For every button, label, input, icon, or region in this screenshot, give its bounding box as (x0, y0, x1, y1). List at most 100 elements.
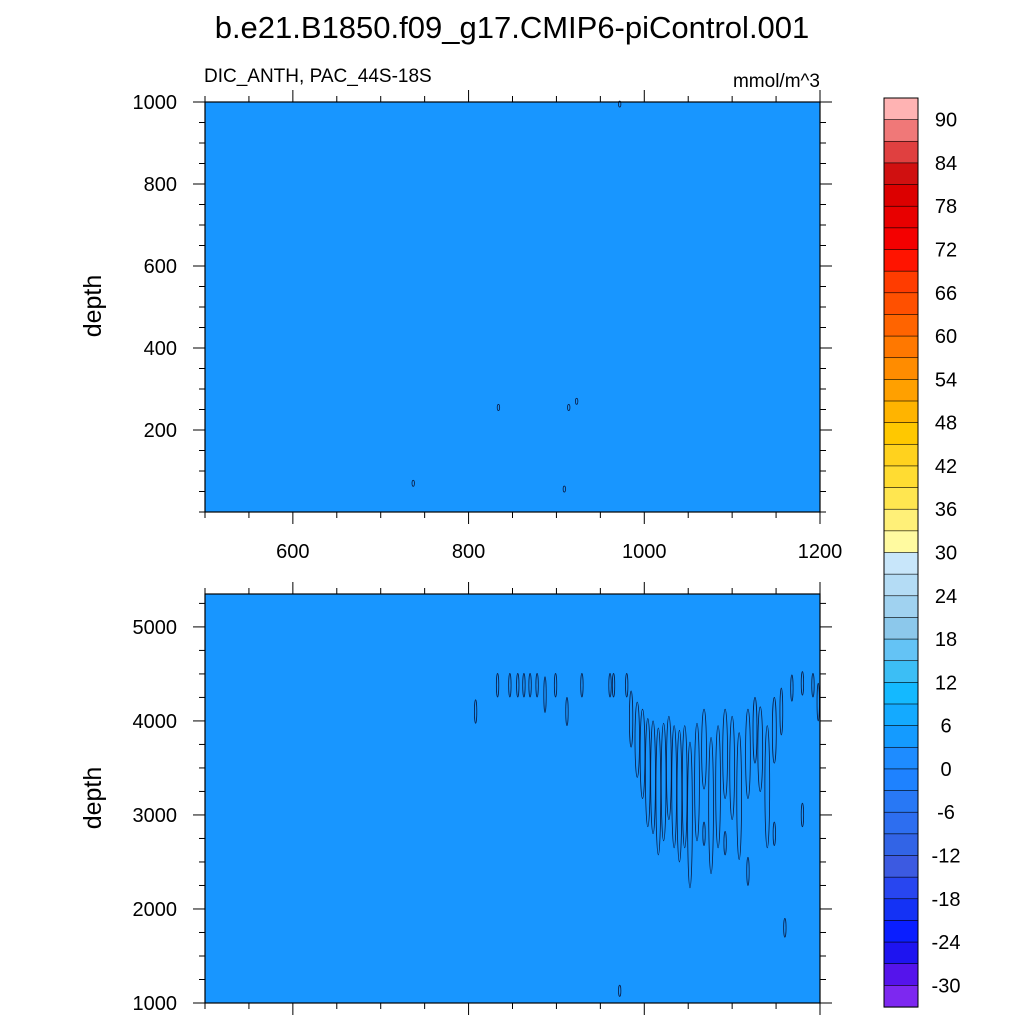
top-panel-right-label: mmol/m^3 (733, 71, 820, 92)
colorbar-label: -6 (937, 802, 955, 824)
colorbar-swatch (883, 292, 919, 316)
colorbar-label: 48 (935, 413, 957, 435)
colorbar-swatch (883, 97, 919, 121)
colorbar-swatch (883, 746, 919, 770)
bottom-y-tick-label: 2000 (133, 899, 178, 921)
bottom-contour-line (771, 697, 777, 764)
colorbar-swatch (883, 768, 919, 792)
colorbar-label: 18 (935, 629, 957, 651)
colorbar-label: -12 (932, 846, 961, 868)
top-x-tick-label: 1200 (798, 541, 843, 563)
top-contour-fill (205, 102, 820, 512)
top-contour-line (411, 479, 415, 487)
bottom-contour-line (618, 984, 622, 997)
bottom-contour-line (495, 673, 500, 698)
colorbar-swatch (883, 855, 919, 878)
colorbar-swatch (883, 790, 919, 813)
bottom-contour-line (671, 725, 677, 849)
top-x-tick-label: 1000 (622, 541, 667, 563)
colorbar-swatch (883, 335, 919, 359)
colorbar-swatch (883, 379, 919, 402)
bottom-contour-line (779, 687, 784, 736)
colorbar-label: 0 (940, 759, 951, 781)
top-contour-line (618, 100, 622, 108)
bottom-contour-line (722, 708, 728, 799)
colorbar-swatch (883, 811, 919, 835)
colorbar-swatch (883, 985, 919, 1008)
top-y-tick-label: 800 (144, 174, 177, 196)
colorbar-swatch (883, 227, 919, 251)
bottom-contour-line (660, 722, 667, 842)
colorbar-swatch (883, 963, 919, 986)
bottom-contour-line (508, 673, 512, 698)
bottom-contour-line (650, 720, 656, 835)
bottom-contour-line (783, 917, 787, 938)
colorbar-swatch (883, 682, 919, 705)
bottom-contour-line (543, 676, 547, 713)
bottom-contour-line (800, 671, 805, 696)
colorbar-label: 60 (935, 326, 957, 348)
colorbar-frame (883, 97, 919, 1008)
colorbar-swatch (883, 400, 919, 424)
colorbar-swatch (883, 876, 919, 900)
bottom-contour-line (625, 673, 629, 698)
colorbar-swatch (883, 660, 919, 683)
bottom-contour-line (772, 821, 776, 846)
colorbar-label: 36 (935, 499, 957, 521)
colorbar-swatch (883, 530, 919, 554)
colorbar-swatch (883, 508, 919, 532)
bottom-contour-line (687, 741, 693, 889)
top-contour-line (575, 397, 579, 405)
colorbar-label: 12 (935, 672, 957, 694)
top-panel-y-axis-label: depth (79, 275, 107, 338)
colorbar-label: 84 (935, 153, 957, 175)
top-x-tick-label: 600 (276, 541, 309, 563)
colorbar-swatch (883, 725, 919, 748)
bottom-contour-line (790, 674, 794, 702)
bottom-y-tick-label: 3000 (133, 805, 178, 827)
top-panel-left-label: DIC_ANTH, PAC_44S-18S (204, 66, 432, 87)
colorbar-swatch (883, 920, 919, 943)
bottom-panel-y-axis-label: depth (79, 767, 107, 830)
colorbar-swatch (883, 703, 919, 727)
top-panel: 600 800 1000 1200 200 400 600 800 1000 (133, 90, 843, 563)
colorbar-swatch (883, 487, 919, 510)
bottom-panel: 1000 2000 3000 4000 5000 (133, 582, 832, 1015)
colorbar-swatch (883, 573, 919, 597)
bottom-contour-line (634, 701, 640, 778)
colorbar-label: 90 (935, 110, 957, 132)
bottom-contour-line (736, 732, 742, 861)
bottom-y-tick-label: 1000 (133, 993, 178, 1015)
top-y-tick-label: 400 (144, 338, 177, 360)
bottom-contour-line (800, 802, 805, 828)
colorbar-swatch (883, 638, 919, 662)
top-y-tick-label: 600 (144, 256, 177, 278)
colorbar-label: -30 (932, 975, 961, 997)
colorbar-swatch (883, 314, 919, 337)
bottom-contour-line (729, 715, 735, 821)
top-contour-line (567, 404, 571, 411)
colorbar-label: 42 (935, 456, 957, 478)
colorbar-swatch (883, 162, 919, 186)
colorbar: 908478726660544842363024181260-6-12-18-2… (883, 97, 961, 1008)
colorbar-swatch (883, 552, 919, 575)
colorbar-swatch (883, 205, 919, 229)
colorbar-label: 24 (935, 586, 957, 608)
top-y-tick-label: 1000 (133, 92, 178, 114)
colorbar-swatch (883, 465, 919, 489)
colorbar-swatch (883, 595, 919, 619)
bottom-contour-line (528, 673, 532, 698)
colorbar-swatch (883, 119, 919, 142)
colorbar-swatch (883, 357, 919, 380)
bottom-contour-line (746, 856, 750, 886)
colorbar-swatch (883, 184, 919, 207)
bottom-contour-line (723, 831, 727, 856)
bottom-y-tick-label: 5000 (133, 617, 178, 639)
bottom-y-tick-label: 4000 (133, 711, 178, 733)
bottom-contour-line (553, 673, 558, 698)
top-x-tick-label: 800 (452, 541, 485, 563)
colorbar-label: -18 (932, 889, 961, 911)
bottom-contour-line (702, 821, 706, 846)
colorbar-swatch (883, 941, 919, 965)
colorbar-label: -24 (932, 932, 961, 954)
